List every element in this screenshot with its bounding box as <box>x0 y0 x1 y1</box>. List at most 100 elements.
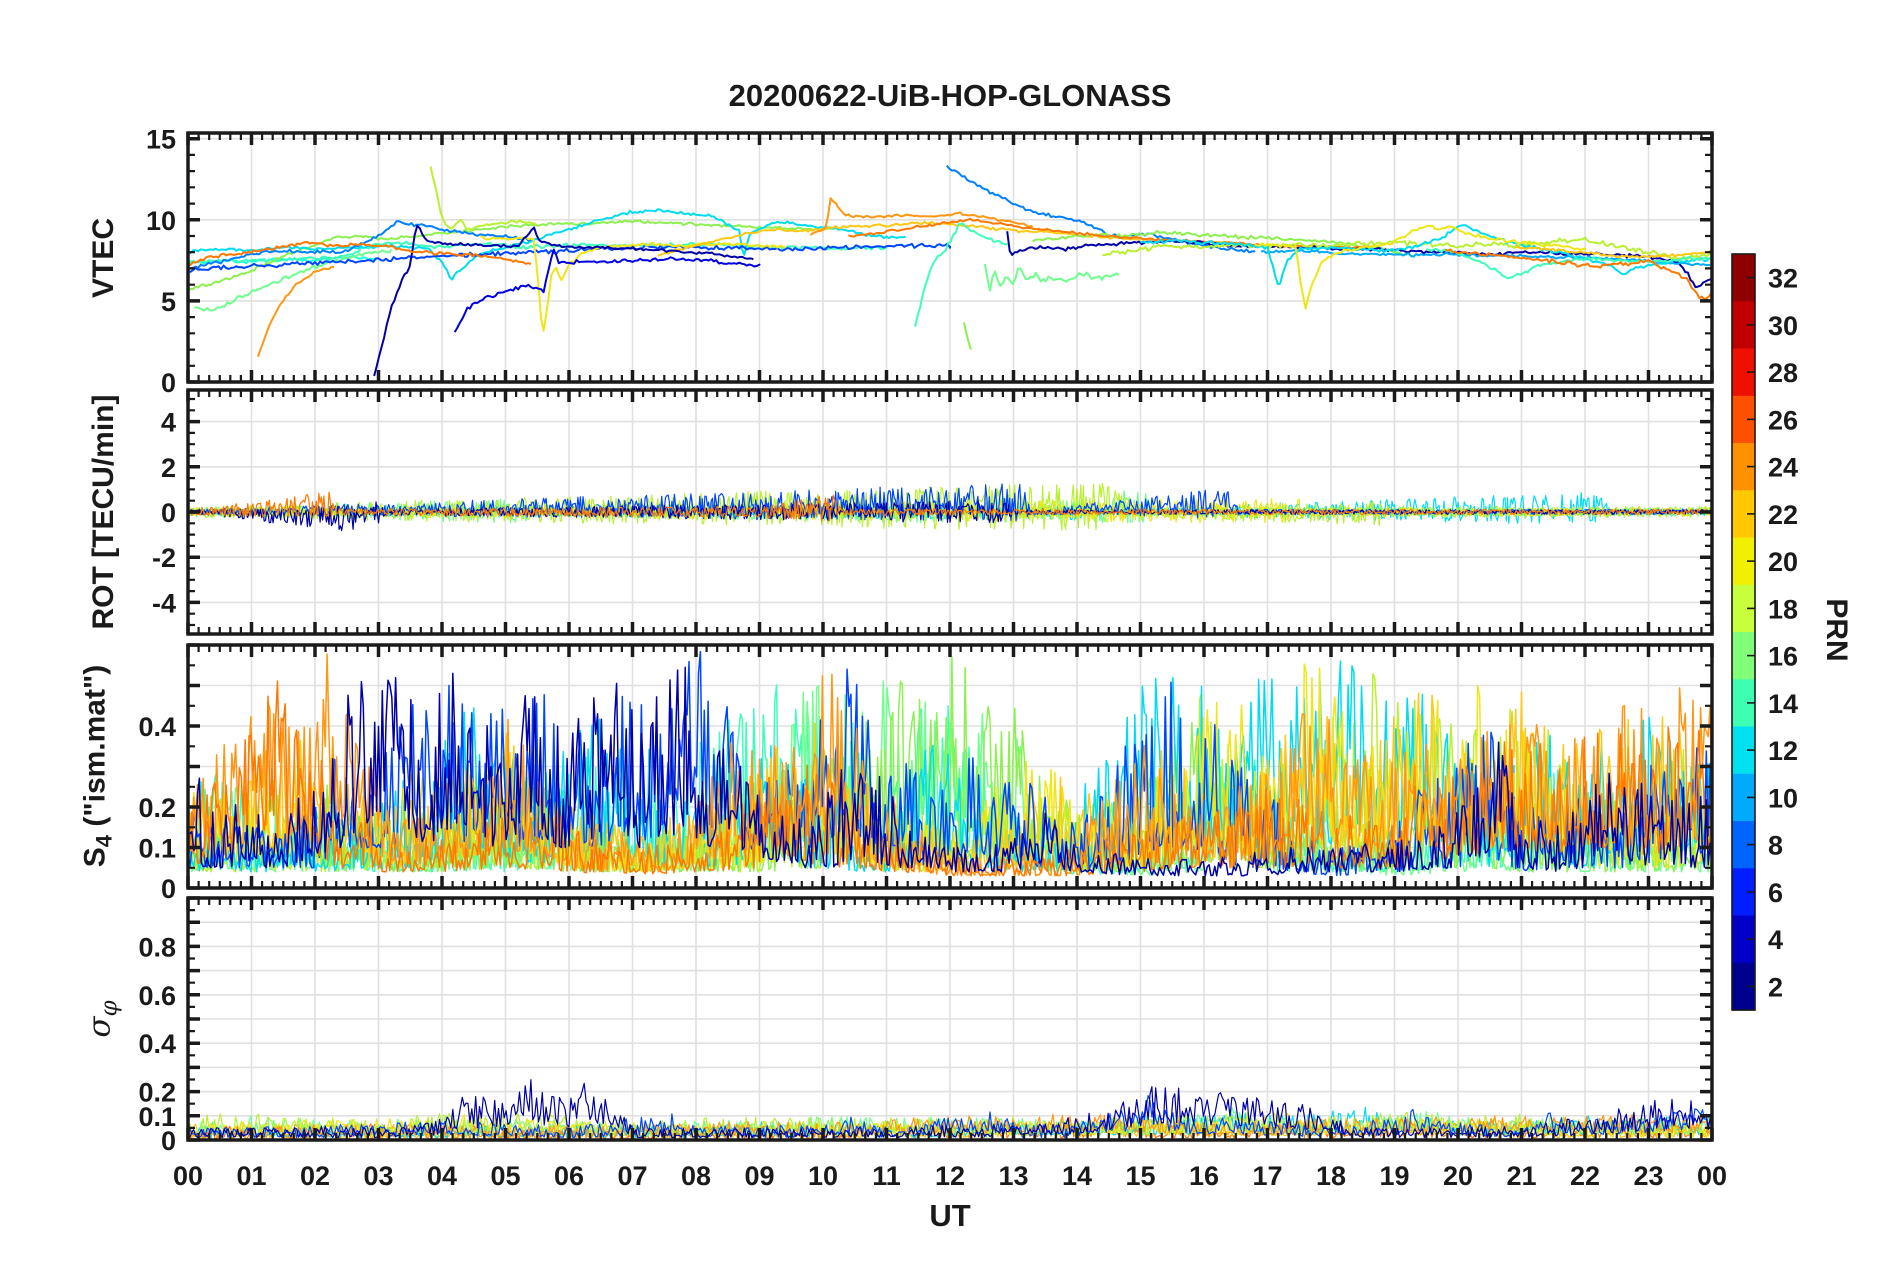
colorbar-segment <box>1732 490 1755 539</box>
colorbar-tick-label: 26 <box>1768 405 1798 435</box>
colorbar-segment <box>1732 632 1755 680</box>
colorbar-label: PRN <box>1820 598 1853 662</box>
x-tick-label: 07 <box>617 1161 647 1191</box>
x-tick-label: 02 <box>300 1161 330 1191</box>
colorbar-segment <box>1732 443 1755 491</box>
x-tick-label: 20 <box>1443 1161 1473 1191</box>
x-tick-label: 05 <box>490 1161 520 1191</box>
chart-title: 20200622-UiB-HOP-GLONASS <box>728 78 1172 113</box>
s4-subscript: 4 <box>91 834 117 848</box>
y-tick-label: -4 <box>152 588 176 618</box>
y-tick-label: 0 <box>161 874 176 904</box>
colorbar-tick-label: 22 <box>1768 500 1798 530</box>
series-prn-23 <box>256 265 335 357</box>
colorbar-tick-label: 4 <box>1768 925 1783 955</box>
series-prn-21 <box>479 235 786 332</box>
y-tick-label: 0 <box>161 498 176 528</box>
x-tick-label: 14 <box>1062 1161 1092 1191</box>
phi-subscript: φ <box>96 1000 123 1017</box>
colorbar-segment <box>1732 868 1755 917</box>
series-prn-3 <box>453 248 761 333</box>
y-tick-label: 0.6 <box>138 981 176 1011</box>
series-prn-8 <box>188 650 1712 877</box>
colorbar-tick-label: 2 <box>1768 972 1783 1002</box>
x-tick-label: 18 <box>1316 1161 1346 1191</box>
colorbar-segment <box>1732 254 1755 302</box>
y-tick-label: 0.8 <box>138 932 176 962</box>
panel-sigma-phi: 00.10.2 0.4 0.6 0.8 <box>138 896 1714 1156</box>
series-prn-15 <box>914 222 1009 327</box>
y-tick-label: 0 <box>161 368 176 398</box>
series-prn-24 <box>1444 248 1712 301</box>
minor-ticks <box>188 133 1712 382</box>
minor-ticks <box>188 898 1712 1140</box>
y-axis-label-s4: S4 ("ism.mat") <box>79 665 118 867</box>
series-prn-9 <box>946 164 1256 254</box>
colorbar-tick-label: 20 <box>1768 547 1798 577</box>
series-prn-17 <box>194 248 393 312</box>
major-ticks <box>186 390 1714 634</box>
colorbar-segment <box>1732 821 1755 869</box>
sigma-symbol: σ <box>81 1016 118 1038</box>
y-tick-label: 4 <box>161 408 176 438</box>
series-prn-22 <box>1514 245 1712 259</box>
colorbar-tick-label: 12 <box>1768 736 1798 766</box>
x-tick-label: 06 <box>554 1161 584 1191</box>
series-prn-24 <box>188 241 532 267</box>
colorbar-segment <box>1732 584 1755 633</box>
x-tick-label: 17 <box>1252 1161 1282 1191</box>
s4-suffix: ("ism.mat") <box>78 664 112 835</box>
colorbar-tick-label: 6 <box>1768 878 1783 908</box>
colorbar-tick-label: 18 <box>1768 594 1798 624</box>
x-tick-label: 15 <box>1125 1161 1155 1191</box>
y-tick-label: 0.4 <box>138 712 176 742</box>
series-prn-23 <box>809 197 1034 236</box>
colorbar-tick-label: 16 <box>1768 642 1798 672</box>
panel-S4: 0 0.1 0.2 0.4 <box>138 643 1714 904</box>
x-tick-label: 23 <box>1633 1161 1663 1191</box>
colorbar-segment <box>1732 395 1755 444</box>
colorbar-tick-label: 14 <box>1768 689 1798 719</box>
x-tick-label: 00 <box>173 1161 203 1191</box>
x-axis-label: UT <box>929 1198 971 1233</box>
series-prn-8 <box>188 242 951 273</box>
major-ticks <box>186 643 1714 890</box>
y-tick-label: 2 <box>161 453 176 483</box>
colorbar-tick-label: 30 <box>1768 311 1798 341</box>
x-tick-label: 04 <box>427 1161 457 1191</box>
x-tick-label: 09 <box>744 1161 774 1191</box>
colorbar-segment <box>1732 726 1755 775</box>
series-prn-19 <box>429 166 538 231</box>
series-prn-13 <box>1140 224 1712 285</box>
series-prn-18 <box>963 322 972 350</box>
series-prn-21 <box>1254 224 1586 310</box>
colorbar-border <box>1731 253 1756 1011</box>
colorbar-segment <box>1732 773 1755 822</box>
colorbar-segment <box>1732 915 1755 964</box>
colorbar-tick-label: 8 <box>1768 831 1783 861</box>
y-tick-label: 0.2 <box>138 1078 176 1108</box>
series-prn-19 <box>1102 236 1712 261</box>
x-tick-label: 01 <box>236 1161 266 1191</box>
colorbar-segment <box>1732 348 1755 397</box>
y-tick-label: 0.1 <box>138 1102 176 1132</box>
gridlines <box>188 898 1712 1140</box>
minor-ticks <box>188 390 1712 634</box>
x-tick-label: 22 <box>1570 1161 1600 1191</box>
minor-ticks <box>188 645 1712 888</box>
y-tick-label: 0.1 <box>138 834 176 864</box>
x-tick-label: 08 <box>681 1161 711 1191</box>
x-tick-label: 21 <box>1506 1161 1536 1191</box>
y-tick-label: 15 <box>146 125 176 155</box>
colorbar-segment <box>1732 679 1755 728</box>
y-tick-label: 10 <box>146 206 176 236</box>
colorbar-segment <box>1732 537 1755 586</box>
y-tick-label: 0 <box>161 1126 176 1156</box>
panel-VTEC: 0 5 10 15 <box>146 125 1714 398</box>
colorbar-segment <box>1732 962 1755 1011</box>
colorbar-segment <box>1732 301 1755 350</box>
x-tick-label: 19 <box>1379 1161 1409 1191</box>
